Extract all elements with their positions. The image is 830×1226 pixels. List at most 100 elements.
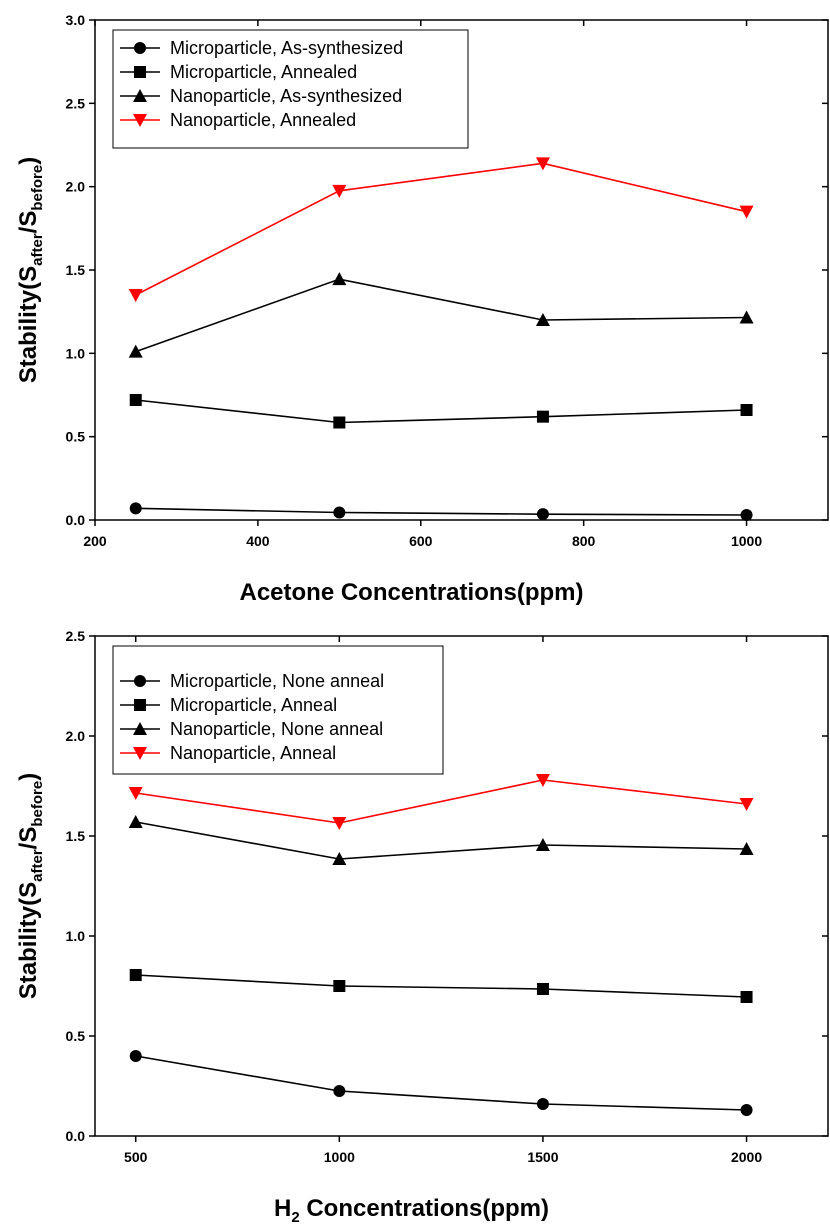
legend-marker bbox=[134, 66, 146, 78]
y-axis-label-main: Stability(S bbox=[15, 882, 42, 999]
series-2 bbox=[129, 969, 753, 1003]
series-line bbox=[135, 1055, 747, 1111]
series-line bbox=[135, 399, 747, 424]
data-point bbox=[129, 969, 142, 981]
legend-marker bbox=[133, 114, 147, 127]
data-point bbox=[332, 184, 347, 198]
data-point bbox=[128, 787, 143, 800]
y-axis-label-sub-before: before bbox=[29, 165, 46, 211]
series-line bbox=[135, 974, 747, 998]
x-axis-label: H2 Concentrations(ppm) bbox=[274, 1195, 549, 1226]
y-axis-label-sub-after: after bbox=[29, 849, 46, 882]
chart-1: 0.0 0.5 1.0 1.5 2.0 2.5 3.0 200 400 600 800 1000 Mic… bbox=[66, 12, 829, 549]
y-axis-label-end: ) bbox=[15, 157, 42, 165]
x-tick-label: 2000 bbox=[731, 1149, 762, 1165]
x-tick-label: 1000 bbox=[324, 1149, 355, 1165]
data-point bbox=[333, 1085, 346, 1097]
data-point bbox=[535, 838, 550, 851]
legend-entry: Nanoparticle, Annealed bbox=[170, 110, 356, 130]
series-4 bbox=[128, 774, 754, 830]
data-point bbox=[536, 410, 549, 423]
data-point bbox=[332, 272, 347, 286]
legend-marker bbox=[134, 699, 146, 711]
series-3 bbox=[128, 815, 754, 865]
data-point bbox=[535, 313, 550, 326]
x-tick-label: 1000 bbox=[731, 533, 762, 549]
data-point bbox=[129, 1050, 142, 1062]
y-axis-label: Stability(Safter/Sbefore) bbox=[15, 157, 46, 383]
y-tick-label: 1.5 bbox=[66, 828, 86, 844]
legend-entry: Microparticle, Annealed bbox=[170, 62, 357, 82]
series-line bbox=[135, 162, 747, 296]
legend-marker bbox=[133, 722, 147, 735]
legend-marker bbox=[133, 89, 147, 102]
series-1 bbox=[129, 1050, 753, 1116]
data-point bbox=[128, 344, 143, 358]
x-tick-label: 600 bbox=[409, 533, 433, 549]
series-line bbox=[135, 821, 747, 860]
legend: Microparticle, As-synthesized Micropartic… bbox=[112, 29, 469, 149]
data-point bbox=[536, 1098, 549, 1110]
data-point bbox=[739, 205, 754, 219]
data-point bbox=[129, 502, 142, 515]
data-point bbox=[740, 991, 753, 1003]
x-tick-label: 1500 bbox=[527, 1149, 558, 1165]
series-line bbox=[135, 507, 747, 516]
series-line bbox=[135, 779, 747, 824]
y-tick-label: 1.5 bbox=[66, 262, 86, 278]
y-axis-label-mid: /S bbox=[15, 211, 42, 234]
legend-marker bbox=[133, 747, 147, 760]
y-axis-label-main: Stability(S bbox=[15, 266, 42, 383]
y-tick-label: 2.5 bbox=[66, 628, 86, 644]
y-axis-label-mid: /S bbox=[15, 827, 42, 850]
x-axis-label-rest: Concentrations(ppm) bbox=[300, 1195, 549, 1222]
data-point bbox=[333, 506, 346, 519]
series-3 bbox=[128, 272, 754, 358]
x-axis-label-main: H bbox=[274, 1195, 291, 1222]
y-tick-label: 1.0 bbox=[66, 928, 86, 944]
legend-entry: Microparticle, None anneal bbox=[170, 671, 384, 691]
data-point bbox=[333, 980, 346, 992]
legend-entry: Nanoparticle, Anneal bbox=[170, 743, 336, 763]
x-axis-label: Acetone Concentrations(ppm) bbox=[239, 579, 583, 606]
data-point bbox=[739, 310, 754, 324]
legend-marker bbox=[134, 42, 146, 54]
data-point bbox=[740, 509, 753, 521]
x-axis-label-sub: 2 bbox=[291, 1209, 299, 1226]
y-tick-label: 3.0 bbox=[66, 12, 86, 28]
y-axis-label: Stability(Safter/Sbefore) bbox=[15, 773, 46, 999]
data-point bbox=[739, 798, 754, 811]
plot-frame bbox=[94, 635, 829, 1137]
series-2 bbox=[129, 394, 753, 429]
x-tick-label: 800 bbox=[572, 533, 596, 549]
data-point bbox=[333, 416, 346, 429]
data-point bbox=[536, 983, 549, 995]
legend-box bbox=[112, 645, 444, 775]
series-line bbox=[135, 278, 747, 353]
y-tick-label: 0.5 bbox=[66, 1028, 86, 1044]
data-point bbox=[535, 157, 550, 171]
legend: Microparticle, None anneal Microparticle,… bbox=[112, 645, 444, 775]
data-point bbox=[535, 774, 550, 787]
y-tick-label: 2.0 bbox=[66, 728, 86, 744]
legend-marker bbox=[134, 675, 146, 687]
y-tick-label: 2.0 bbox=[66, 179, 86, 195]
y-tick-label: 0.5 bbox=[66, 429, 86, 445]
data-point bbox=[740, 404, 753, 416]
y-axis-label-sub-after: after bbox=[29, 233, 46, 266]
legend-entry: Microparticle, As-synthesized bbox=[170, 38, 403, 58]
series-4 bbox=[128, 157, 754, 302]
y-tick-label: 0.0 bbox=[66, 512, 86, 528]
series-1 bbox=[129, 502, 753, 521]
data-point bbox=[536, 508, 549, 521]
y-axis-label-sub-before: before bbox=[29, 781, 46, 827]
x-tick-label: 500 bbox=[124, 1149, 148, 1165]
legend-entry: Nanoparticle, None anneal bbox=[170, 719, 383, 739]
data-point bbox=[128, 289, 143, 302]
x-tick-label: 200 bbox=[83, 533, 107, 549]
y-axis-label-end: ) bbox=[15, 773, 42, 781]
data-point bbox=[128, 815, 143, 828]
data-point bbox=[739, 842, 754, 855]
legend-box bbox=[112, 29, 469, 149]
